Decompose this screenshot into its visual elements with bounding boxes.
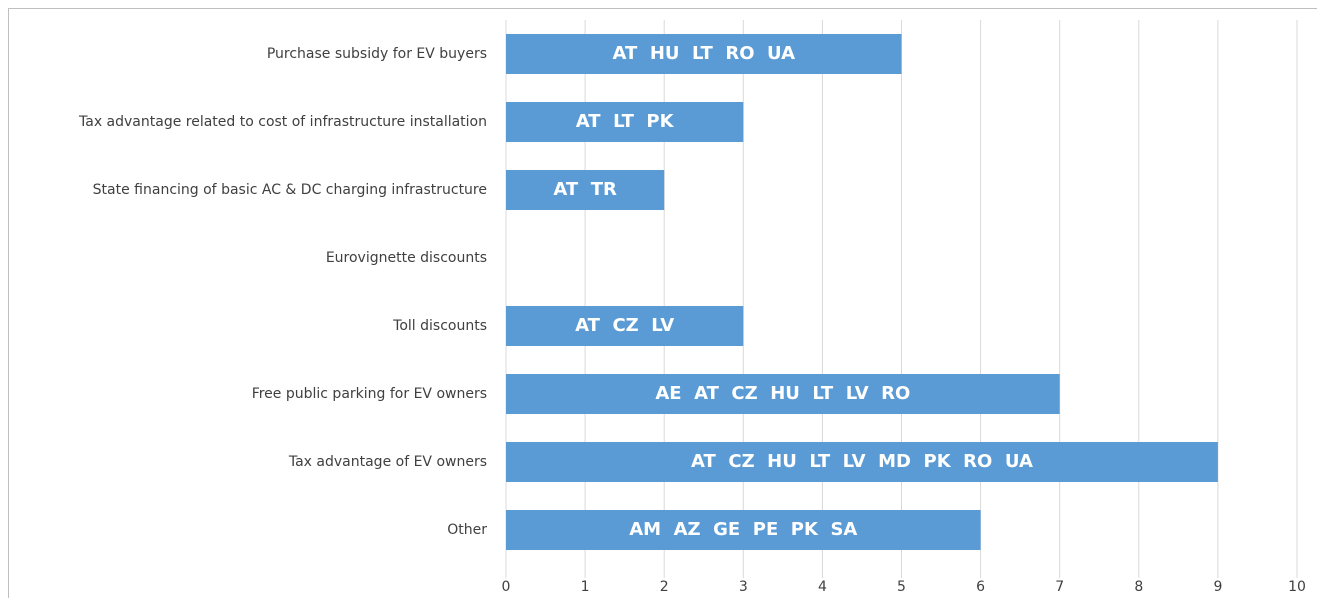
x-tick-label: 7 [1055,579,1064,595]
bar-label: AM AZ GE PE PK SA [629,519,857,540]
y-tick-label: Purchase subsidy for EV buyers [267,46,487,62]
bar [506,102,744,142]
y-tick-label: Toll discounts [392,318,487,334]
x-tick-label: 6 [976,579,985,595]
y-tick-label: State financing of basic AC & DC chargin… [93,182,487,198]
bar [506,306,744,346]
y-tick-label: Other [447,522,487,538]
y-tick-label: Tax advantage of EV owners [288,454,487,470]
bar [506,374,1060,414]
bar-label: AT TR [553,179,617,200]
y-tick-label: Free public parking for EV owners [252,386,487,402]
x-tick-label: 3 [739,579,748,595]
bar [506,34,902,74]
bar-label: AT CZ HU LT LV MD PK RO UA [691,451,1033,472]
x-tick-label: 8 [1134,579,1143,595]
bar [506,170,665,210]
y-tick-label: Eurovignette discounts [326,250,487,266]
bar-label: AT LT PK [576,111,675,132]
bar-label: AE AT CZ HU LT LV RO [655,383,910,404]
x-tick-label: 2 [660,579,669,595]
y-tick-label: Tax advantage related to cost of infrast… [78,114,487,130]
bar [506,442,1218,482]
bar-label: AT HU LT RO UA [612,43,795,64]
x-tick-label: 1 [581,579,590,595]
x-tick-label: 10 [1288,579,1306,595]
bar [506,510,981,550]
chart-frame [8,8,1317,598]
x-tick-label: 4 [818,579,827,595]
x-tick-label: 5 [897,579,906,595]
x-tick-label: 9 [1213,579,1222,595]
bar-label: AT CZ LV [575,315,674,336]
x-tick-label: 0 [502,579,511,595]
